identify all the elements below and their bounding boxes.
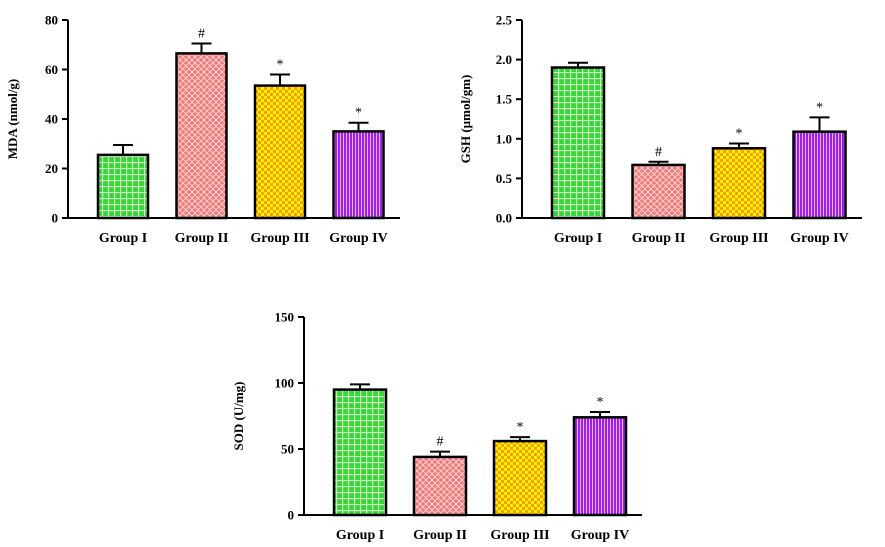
y-tick-label: 0 <box>52 211 59 226</box>
category-label: Group I <box>336 528 384 543</box>
y-tick-label: 150 <box>275 310 295 325</box>
bar-group-ii <box>412 455 468 517</box>
y-tick-label: 1.5 <box>496 92 513 107</box>
y-tick-label: 40 <box>45 112 58 127</box>
category-label: Group IV <box>790 231 848 246</box>
gsh-chart: 0.0 0.5 1.0 1.5 2.0 2.5 GSH (µmol/gm) Group I # G… <box>458 13 862 246</box>
bar-group-iv <box>572 416 628 517</box>
category-label: Group III <box>490 528 549 543</box>
bar-group-iii <box>711 147 767 220</box>
category-label: Group III <box>709 231 768 246</box>
category-label: Group II <box>632 231 686 246</box>
category-label: Group I <box>99 231 147 246</box>
bar-group-iv <box>332 130 385 220</box>
category-label: Group IV <box>571 528 629 543</box>
category-label: Group IV <box>329 231 387 246</box>
significance-marker: # <box>655 145 662 160</box>
y-tick-label: 100 <box>275 376 295 391</box>
y-tick-label: 0.0 <box>496 211 512 226</box>
y-tick-label: 50 <box>281 442 294 457</box>
category-label: Group II <box>175 231 229 246</box>
mda-chart: 0 20 40 60 80 MDA (nmol/g) Group I # Group II * Gr… <box>5 13 400 246</box>
significance-marker: * <box>355 106 362 121</box>
category-label: Group I <box>554 231 602 246</box>
y-tick-label: 2.0 <box>496 52 512 67</box>
y-tick-label: 20 <box>45 161 58 176</box>
y-tick-label: 2.5 <box>496 13 513 28</box>
y-tick-label: 1.0 <box>496 131 512 146</box>
y-tick-label: 0 <box>288 508 295 523</box>
y-axis-title: SOD (U/mg) <box>231 382 246 451</box>
y-tick-label: 0.5 <box>496 171 513 186</box>
significance-marker: # <box>198 27 205 42</box>
significance-marker: * <box>736 127 743 142</box>
y-axis-title: MDA (nmol/g) <box>5 79 20 160</box>
bar-group-ii <box>631 163 686 220</box>
significance-marker: * <box>597 395 604 410</box>
bar-group-iii <box>492 439 548 517</box>
bar-group-iii <box>253 84 307 220</box>
bar-group-i <box>332 388 388 517</box>
bar-group-i <box>96 153 150 220</box>
bar-group-iv <box>792 130 847 220</box>
y-axis-title: GSH (µmol/gm) <box>458 75 473 164</box>
bar-group-i <box>550 66 606 220</box>
significance-marker: * <box>517 420 524 435</box>
sod-chart: 0 50 100 150 SOD (U/mg) Group I # Group II * Grou… <box>231 310 642 543</box>
y-tick-label: 80 <box>45 13 58 28</box>
bar-group-ii <box>175 52 228 220</box>
y-tick-label: 60 <box>45 62 58 77</box>
significance-marker: * <box>816 100 823 115</box>
significance-marker: * <box>277 57 284 72</box>
significance-marker: # <box>437 435 444 450</box>
category-label: Group II <box>413 528 467 543</box>
category-label: Group III <box>250 231 309 246</box>
